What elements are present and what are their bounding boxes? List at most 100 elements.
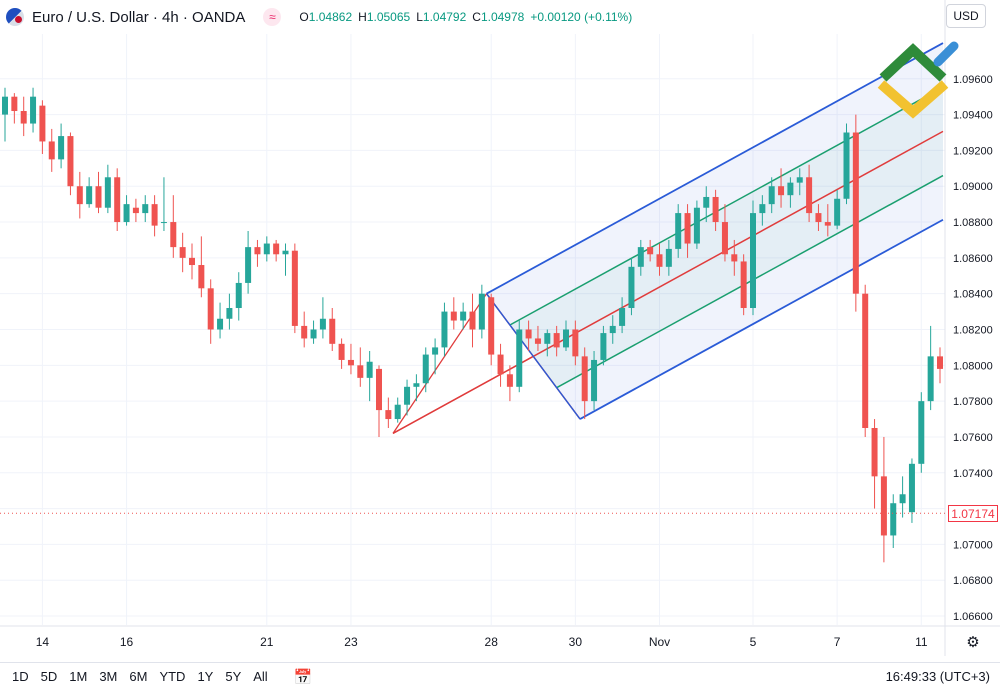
candle-body[interactable]: [469, 311, 476, 330]
candle-body[interactable]: [338, 343, 345, 360]
candle-body[interactable]: [179, 247, 186, 258]
candle-body[interactable]: [39, 105, 46, 142]
candle-body[interactable]: [834, 198, 841, 226]
pitchfork-drawing[interactable]: [392, 42, 944, 435]
candle-body[interactable]: [357, 365, 364, 378]
candle-body[interactable]: [142, 204, 149, 214]
settings-gear-icon[interactable]: ⚙: [966, 634, 980, 651]
candle-body[interactable]: [534, 338, 541, 344]
candle-body[interactable]: [76, 186, 83, 205]
candle-body[interactable]: [282, 250, 289, 255]
candle-body[interactable]: [123, 204, 130, 223]
candle-body[interactable]: [796, 177, 803, 183]
candle-body[interactable]: [432, 347, 439, 355]
candle-body[interactable]: [207, 288, 214, 330]
candle-body[interactable]: [852, 132, 859, 294]
candle-body[interactable]: [151, 204, 158, 226]
range-5y-button[interactable]: 5Y: [225, 669, 242, 684]
candle-body[interactable]: [563, 329, 569, 348]
candle-body[interactable]: [11, 96, 18, 112]
candle-body[interactable]: [740, 261, 747, 309]
candle-body[interactable]: [104, 177, 111, 208]
candle-body[interactable]: [572, 329, 579, 357]
candle-body[interactable]: [310, 329, 317, 339]
symbol-title[interactable]: Euro / U.S. Dollar · 4h · OANDA: [32, 8, 246, 26]
candle-body[interactable]: [86, 186, 93, 205]
candle-body[interactable]: [30, 96, 37, 124]
candle-body[interactable]: [619, 308, 626, 326]
candle-body[interactable]: [890, 503, 897, 536]
candle-body[interactable]: [637, 247, 644, 267]
candle-body[interactable]: [927, 356, 934, 402]
candle-body[interactable]: [301, 325, 308, 339]
candle-body[interactable]: [721, 222, 728, 255]
candle-body[interactable]: [862, 293, 869, 428]
candle-body[interactable]: [703, 196, 710, 208]
candle-body[interactable]: [516, 329, 523, 387]
candle-body[interactable]: [591, 359, 598, 402]
candle-body[interactable]: [226, 308, 233, 319]
range-1d-button[interactable]: 1D: [12, 669, 29, 684]
date-range-icon[interactable]: 📅: [293, 668, 313, 686]
candle-body[interactable]: [525, 329, 532, 339]
candle-body[interactable]: [245, 247, 252, 283]
candle-body[interactable]: [67, 136, 74, 187]
candle-body[interactable]: [20, 111, 27, 124]
candle-body[interactable]: [394, 404, 401, 420]
candle-body[interactable]: [319, 318, 326, 330]
range-5d-button[interactable]: 5D: [40, 669, 58, 684]
candle-body[interactable]: [441, 311, 448, 348]
candle-body[interactable]: [693, 207, 700, 244]
candle-body[interactable]: [95, 186, 102, 208]
candle-body[interactable]: [217, 318, 224, 330]
range-ytd-button[interactable]: YTD: [159, 669, 186, 684]
range-1y-button[interactable]: 1Y: [197, 669, 214, 684]
candle-body[interactable]: [899, 494, 906, 504]
candle-body[interactable]: [254, 247, 261, 255]
candle-body[interactable]: [908, 463, 915, 513]
candle-body[interactable]: [58, 136, 65, 160]
candle-body[interactable]: [170, 222, 177, 248]
currency-button[interactable]: USD: [946, 4, 986, 28]
candle-body[interactable]: [871, 428, 878, 477]
candle-body[interactable]: [189, 257, 195, 266]
candle-body[interactable]: [2, 96, 8, 115]
candle-body[interactable]: [329, 318, 336, 344]
candle-body[interactable]: [759, 204, 766, 214]
candle-body[interactable]: [647, 247, 654, 255]
candle-body[interactable]: [497, 354, 504, 375]
candle-body[interactable]: [750, 213, 756, 309]
candle-body[interactable]: [843, 132, 850, 199]
range-all-button[interactable]: All: [253, 669, 268, 684]
candle-body[interactable]: [544, 333, 551, 344]
candle-body[interactable]: [600, 333, 607, 360]
candle-body[interactable]: [956, 383, 962, 394]
candle-body[interactable]: [132, 207, 139, 214]
candle-body[interactable]: [824, 222, 831, 226]
candle-body[interactable]: [937, 356, 943, 369]
candle-body[interactable]: [114, 177, 121, 223]
candle-body[interactable]: [376, 368, 382, 411]
candle-body[interactable]: [198, 265, 205, 289]
candle-body[interactable]: [675, 213, 682, 249]
candle-body[interactable]: [404, 386, 411, 405]
candle-body[interactable]: [665, 248, 672, 267]
candle-body[interactable]: [422, 354, 429, 384]
candle-body[interactable]: [291, 250, 298, 326]
candle-body[interactable]: [478, 293, 485, 330]
candle-body[interactable]: [684, 213, 691, 244]
candle-body[interactable]: [235, 282, 242, 309]
candle-body[interactable]: [918, 401, 925, 464]
candle-body[interactable]: [768, 186, 775, 205]
candle-body[interactable]: [581, 356, 588, 402]
candle-body[interactable]: [273, 243, 280, 255]
candle-body[interactable]: [553, 333, 560, 348]
candle-body[interactable]: [787, 182, 794, 196]
candle-body[interactable]: [712, 196, 719, 223]
candle-body[interactable]: [731, 254, 738, 262]
range-1m-button[interactable]: 1M: [69, 669, 88, 684]
candle-body[interactable]: [946, 369, 952, 383]
source-icon[interactable]: ≈: [263, 8, 282, 26]
candle-body[interactable]: [413, 383, 420, 387]
